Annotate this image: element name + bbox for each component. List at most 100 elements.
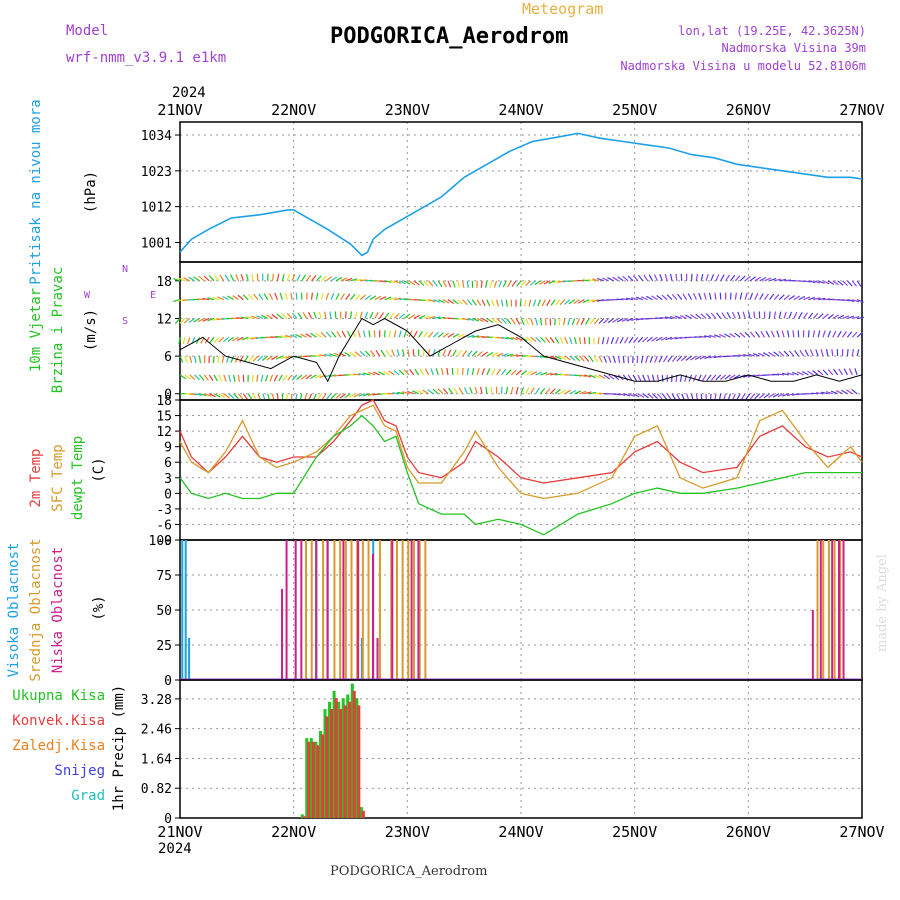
wind-barb (302, 312, 308, 319)
wind-barb (207, 317, 215, 322)
wind-barb (417, 389, 424, 395)
xtick-top: 27NOV (839, 101, 884, 119)
wind-barb (457, 280, 461, 288)
wind-barb (469, 386, 473, 394)
wind-barb (252, 355, 259, 362)
wind-barb (271, 355, 278, 361)
wind-barb (548, 280, 556, 284)
wind-barb (479, 386, 483, 394)
wind-barb (305, 333, 312, 338)
wind-barb (213, 374, 218, 382)
wind-barb (291, 274, 296, 282)
year-bottom: 2024 (158, 841, 192, 857)
wind-barb (664, 273, 668, 281)
wind-barb (491, 368, 496, 376)
wind-barb (486, 368, 491, 376)
wind-barb (217, 296, 225, 301)
wind-barb (412, 349, 415, 357)
wind-barb (700, 313, 707, 319)
pressure-line (179, 132, 863, 257)
precip-bar (348, 701, 352, 818)
wind-barb (510, 386, 514, 394)
wind-barb (530, 387, 535, 395)
wind-barb (194, 393, 202, 396)
wind-barb (281, 273, 285, 281)
wind-barb (447, 349, 452, 357)
wind-barb (511, 280, 517, 287)
wind-barb (307, 311, 313, 319)
wind-barb (362, 330, 366, 338)
wind-barb (537, 299, 542, 307)
wind-barb (407, 390, 415, 395)
wind-barb (320, 292, 324, 300)
wind-barb (753, 311, 756, 319)
wind-barb (422, 389, 429, 395)
wind-barb (807, 370, 814, 376)
wind-barb (803, 312, 808, 319)
wind-barb (515, 386, 519, 394)
wind-barb (612, 317, 619, 323)
wind-barb (236, 336, 244, 341)
wind-barb (642, 336, 649, 343)
wind-barb (447, 280, 452, 288)
wind-barb (602, 277, 609, 282)
precip-legend-0: Ukupna Kisa (12, 688, 105, 704)
wind-barb (749, 276, 756, 282)
wind-barb (540, 387, 546, 395)
wind-barb (559, 355, 567, 361)
wind-barb (353, 373, 361, 376)
wind-barb (525, 370, 533, 376)
wind-barb (263, 293, 269, 300)
wind-barb (280, 335, 288, 338)
wind-barb (661, 393, 668, 400)
wind-barb (228, 393, 235, 399)
wind-barb (838, 368, 844, 376)
wind-barb (788, 295, 795, 301)
wind-barb (229, 274, 235, 282)
wind-barb (659, 274, 663, 282)
wind-barb (515, 336, 523, 341)
wind-barb (442, 280, 447, 288)
wind-barb (394, 297, 402, 301)
precip-bar (355, 698, 359, 818)
wind-barb (651, 374, 655, 382)
wind-barb (360, 279, 368, 282)
wind-barb (592, 278, 600, 282)
wind-barb (612, 276, 619, 282)
wind-barb (843, 368, 848, 376)
wind-barb (594, 318, 600, 325)
precip-bar (314, 741, 318, 818)
wind-barb (559, 389, 567, 395)
wind-barb (827, 369, 834, 376)
wind-barb (213, 393, 221, 398)
wind-barb (725, 274, 730, 282)
ytick-label: 6 (164, 350, 172, 365)
wind-barb (472, 335, 480, 338)
wind-barb (670, 336, 678, 340)
wind-barb (733, 374, 741, 379)
wind-barb (223, 393, 230, 399)
wind-barb (788, 350, 795, 357)
elevation: Nadmorska Visina 39m (722, 41, 867, 55)
wind-barb (568, 299, 575, 305)
wind-barb (207, 297, 215, 301)
wind-barb (734, 292, 738, 300)
wind-barb (582, 279, 590, 282)
wind-barb (427, 331, 434, 338)
wind-barb (310, 332, 317, 338)
wind-barb (754, 276, 762, 282)
wind-barb (476, 368, 480, 376)
wind-barb (603, 374, 610, 380)
temp-line-2 (179, 414, 862, 536)
wind-barb (585, 318, 590, 325)
wind-barb (285, 355, 293, 359)
ytick-label: -9 (156, 534, 172, 549)
wind-barb (266, 355, 273, 361)
wind-barb (530, 371, 538, 376)
wind-barb (651, 336, 658, 342)
wind-barb (452, 349, 457, 357)
wind-barb (331, 331, 337, 338)
wind-barb (662, 355, 668, 363)
wind-barb (646, 295, 653, 301)
wind-barb (817, 313, 824, 319)
